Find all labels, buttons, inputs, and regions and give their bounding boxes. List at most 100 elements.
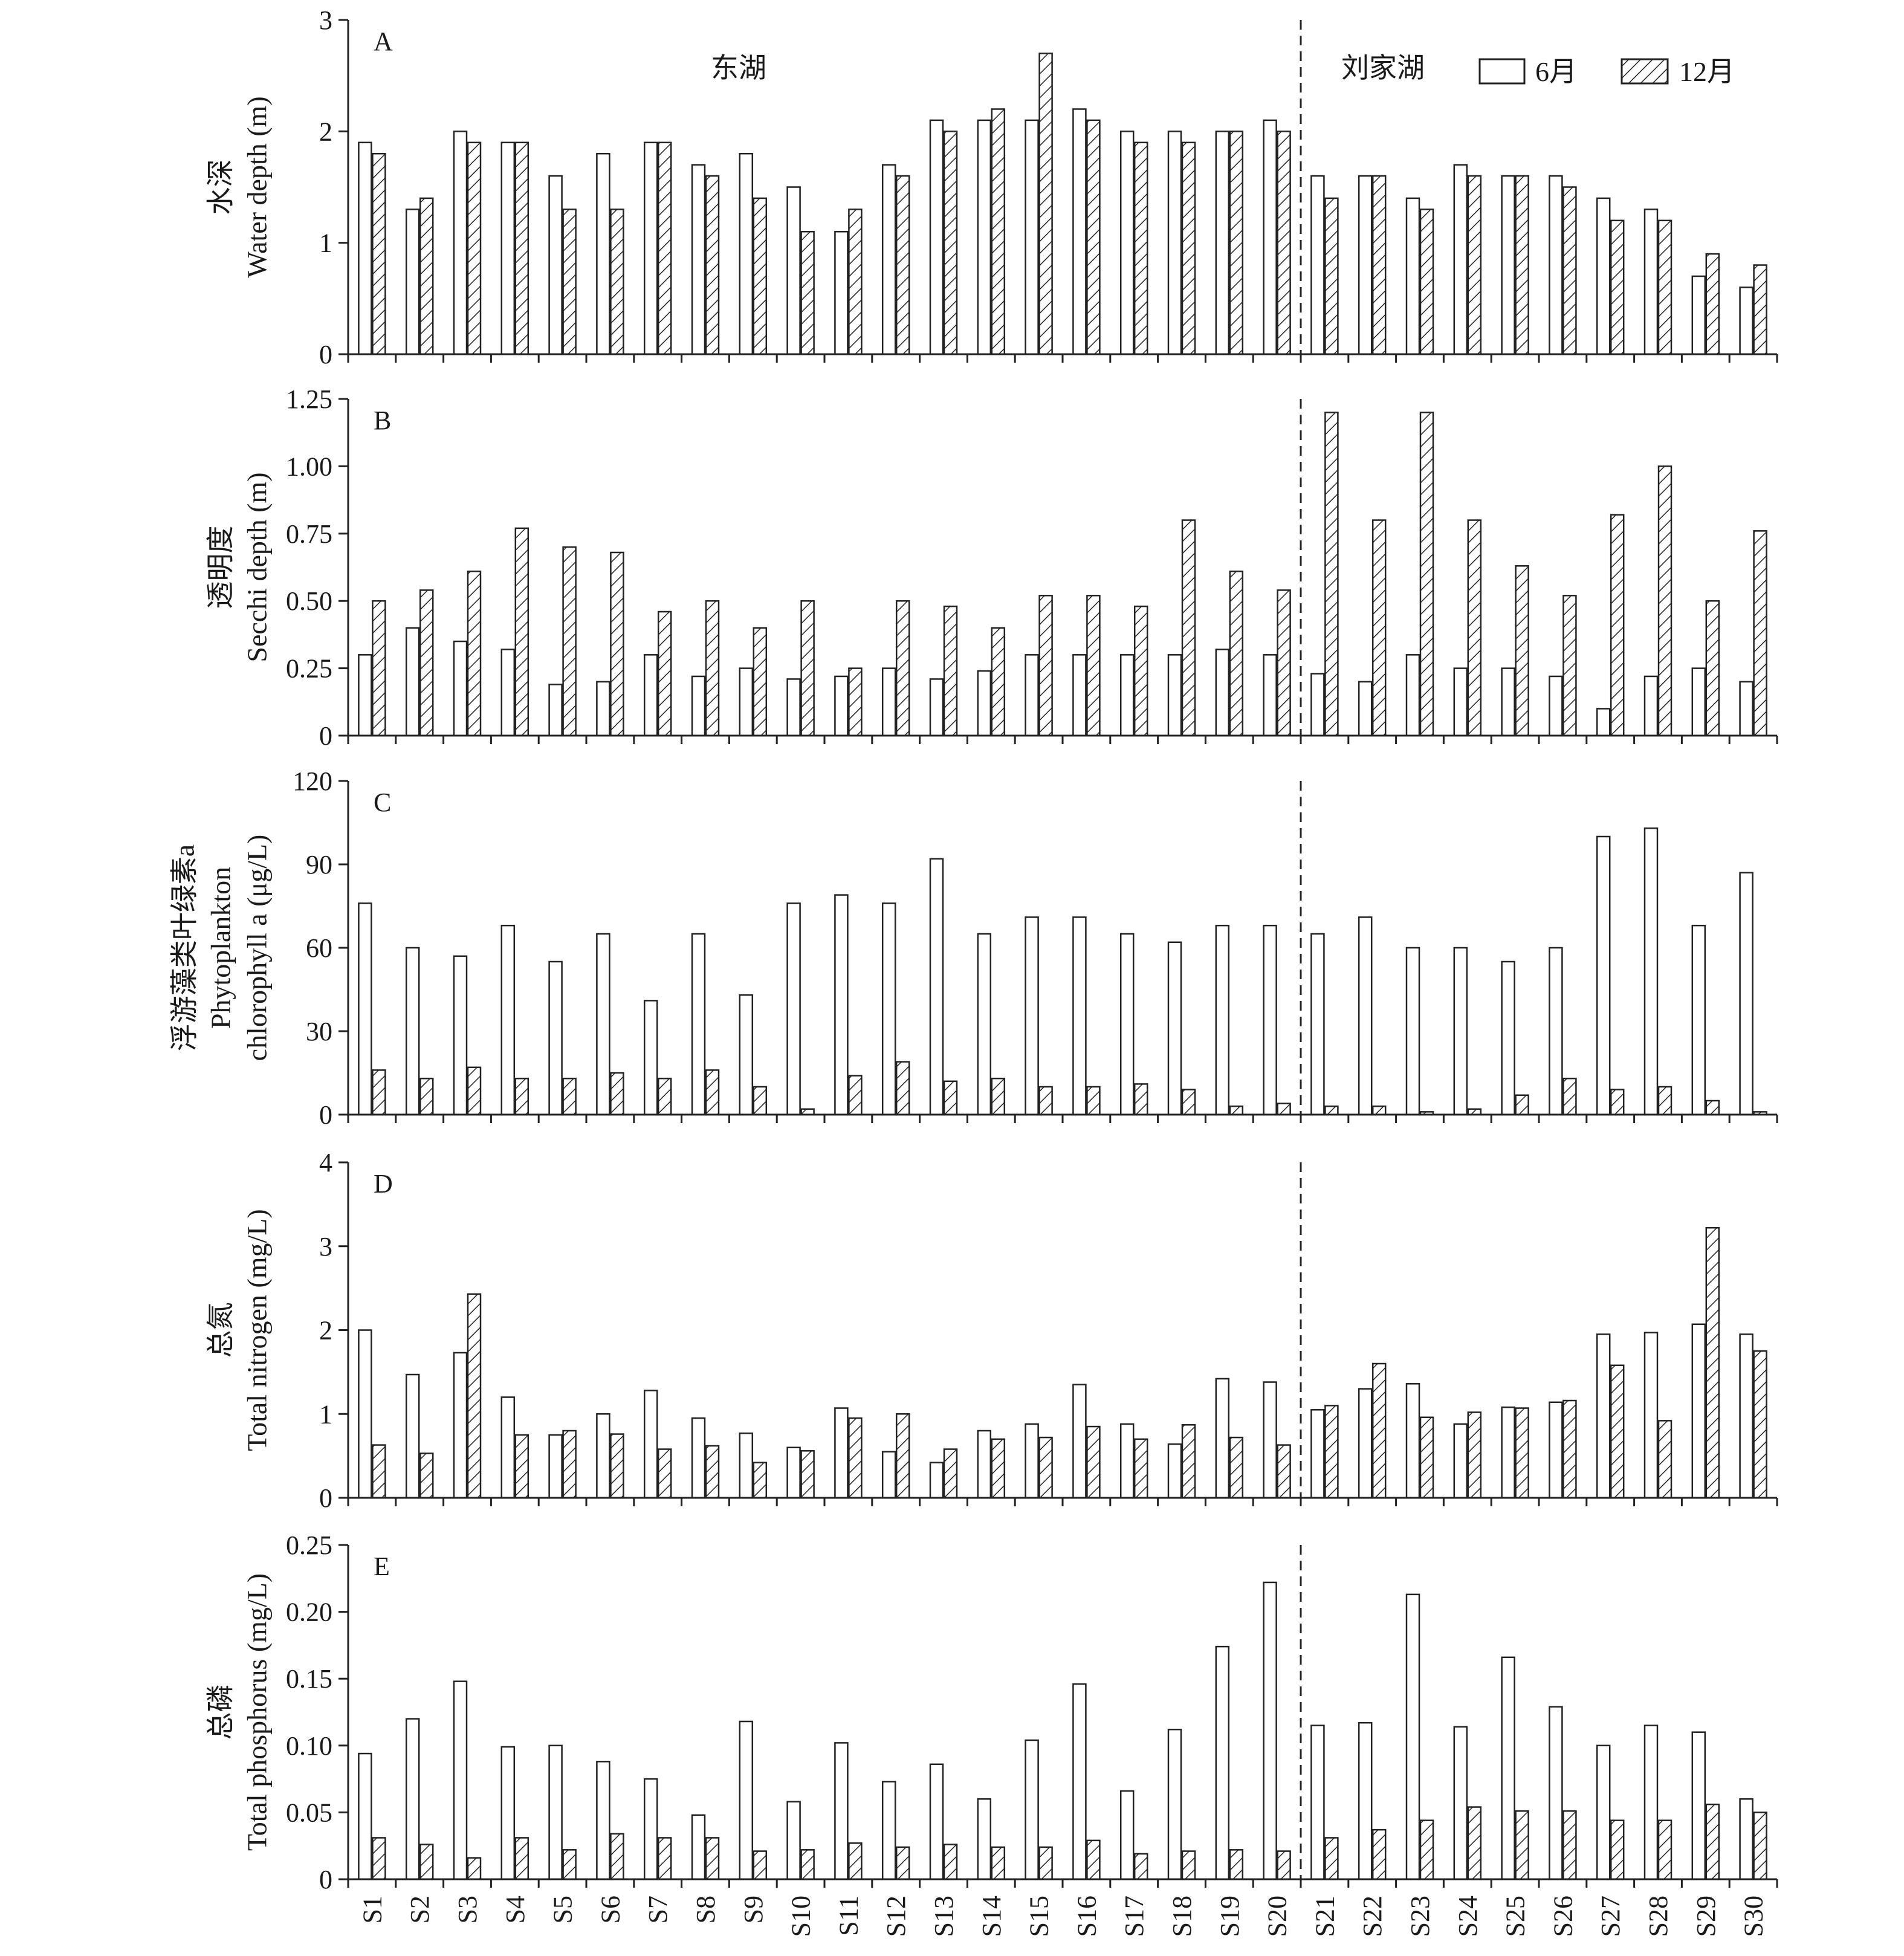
bar-c-s27-december <box>1610 1089 1625 1116</box>
panel-letter: B <box>374 406 391 435</box>
bar-c-s19-june <box>1215 924 1230 1116</box>
bar-d-s2-december <box>419 1452 434 1499</box>
bar-e-s6-december <box>610 1833 624 1880</box>
bar-e-s28-june <box>1643 1724 1659 1880</box>
y-tick-label: 2 <box>319 117 332 146</box>
bar-d-s16-december <box>1086 1425 1101 1499</box>
panel-b: 0 0.25 0.50 0.75 1.00 1.25 B 透明度 Secchi depth (m… <box>206 384 1778 751</box>
bar-d-s10-december <box>800 1450 815 1499</box>
bar-a-s9-december <box>753 197 768 355</box>
bar-b-s30-june <box>1739 681 1753 737</box>
bar-c-s3-june <box>453 955 468 1116</box>
bar-e-s8-december <box>705 1837 720 1880</box>
bar-d-s23-december <box>1419 1416 1434 1499</box>
x-tick-label-s11: S11 <box>834 1896 863 1936</box>
bar-a-s19-december <box>1229 131 1244 355</box>
bar-a-s25-june <box>1501 175 1515 355</box>
bar-e-s13-december <box>943 1844 958 1880</box>
bar-e-s1-december <box>372 1837 386 1880</box>
bar-a-s11-june <box>834 230 849 355</box>
bar-c-s16-december <box>1086 1086 1101 1116</box>
bar-e-s3-december <box>467 1857 482 1880</box>
bar-a-s14-june <box>977 119 992 355</box>
bar-c-s19-december <box>1229 1105 1244 1116</box>
bar-d-s2-june <box>405 1373 420 1499</box>
bar-e-s19-june <box>1215 1645 1230 1880</box>
bar-c-s24-june <box>1453 947 1468 1116</box>
bar-d-s3-december <box>467 1293 482 1499</box>
y-tick-label: 4 <box>319 1148 332 1177</box>
bar-a-s16-december <box>1086 119 1101 355</box>
bar-c-s15-december <box>1038 1086 1053 1116</box>
bar-b-s26-june <box>1549 675 1563 737</box>
bar-d-s28-june <box>1643 1332 1659 1499</box>
bar-c-s22-june <box>1358 916 1373 1116</box>
bar-a-s1-december <box>372 152 386 355</box>
bar-b-s13-december <box>943 605 958 737</box>
bar-c-s9-december <box>753 1086 768 1116</box>
bar-a-s4-december <box>514 141 529 355</box>
bar-c-s7-june <box>643 1000 658 1116</box>
bar-d-s6-december <box>610 1433 624 1499</box>
bar-c-s4-december <box>514 1077 529 1116</box>
bar-a-s28-december <box>1657 219 1672 355</box>
bar-a-s18-december <box>1181 141 1196 355</box>
bar-a-s13-december <box>943 131 958 355</box>
bar-e-s28-december <box>1657 1819 1672 1880</box>
bar-b-s1-december <box>372 600 386 737</box>
bar-b-s9-june <box>739 667 754 737</box>
bar-d-s14-june <box>977 1430 992 1499</box>
group-label-liujiahu: 刘家湖 <box>1341 53 1425 83</box>
bar-e-s16-december <box>1086 1839 1101 1880</box>
bar-d-s21-june <box>1310 1409 1325 1499</box>
legend-swatch-december <box>1621 58 1669 85</box>
bar-a-s5-june <box>548 175 563 355</box>
bar-d-s13-june <box>929 1462 944 1499</box>
x-tick-label-s5: S5 <box>548 1896 578 1923</box>
bar-d-s8-december <box>705 1445 720 1499</box>
panel-a: 0 1 2 3 A 水深 Water depth (m) <box>206 5 1778 369</box>
bar-c-s11-june <box>834 894 849 1116</box>
bar-d-s20-june <box>1263 1381 1277 1499</box>
bar-c-s18-december <box>1181 1089 1196 1116</box>
bar-b-s27-june <box>1596 708 1611 737</box>
bar-d-s24-june <box>1453 1423 1468 1499</box>
bar-a-s12-december <box>895 175 910 355</box>
bar-e-s9-december <box>753 1850 768 1880</box>
bar-c-s27-june <box>1596 835 1611 1116</box>
bar-a-s1-june <box>358 141 372 355</box>
bar-c-s8-december <box>705 1069 720 1116</box>
bar-a-s12-june <box>881 164 896 355</box>
x-tick-label-s2: S2 <box>405 1896 435 1923</box>
y-tick-label: 0.50 <box>286 586 332 616</box>
bar-b-s15-december <box>1038 595 1053 737</box>
y-tick-label: 0.25 <box>286 654 332 684</box>
bar-b-s14-june <box>977 670 992 737</box>
bar-d-s25-december <box>1515 1407 1529 1499</box>
y-tick-label: 120 <box>293 766 332 796</box>
x-tick-label-s1: S1 <box>357 1896 387 1923</box>
bar-b-s25-december <box>1515 565 1529 737</box>
bar-c-s21-december <box>1324 1105 1339 1116</box>
bar-c-s7-december <box>657 1077 672 1116</box>
y-axis-label: Phytoplankton <box>206 867 236 1029</box>
bar-e-s17-december <box>1133 1853 1148 1880</box>
bar-d-s15-december <box>1038 1436 1053 1499</box>
bar-e-s1-june <box>358 1752 372 1880</box>
x-tick-label-s18: S18 <box>1167 1896 1197 1937</box>
bar-e-s24-december <box>1467 1806 1482 1880</box>
bar-c-s28-june <box>1643 827 1659 1116</box>
x-tick-label-s30: S30 <box>1739 1896 1769 1937</box>
bar-d-s1-december <box>372 1444 386 1499</box>
bar-a-s16-june <box>1072 108 1087 355</box>
bar-a-s15-june <box>1025 119 1039 355</box>
y-axis-label: 总磷 <box>206 1685 236 1740</box>
bar-a-s27-june <box>1596 197 1611 355</box>
x-tick-label-s6: S6 <box>595 1896 625 1923</box>
bar-b-s6-december <box>610 551 624 737</box>
bar-c-s23-june <box>1405 947 1420 1116</box>
bar-e-s14-december <box>991 1846 1006 1880</box>
bar-c-s14-june <box>977 933 992 1116</box>
bar-c-s29-june <box>1691 924 1706 1116</box>
x-tick-label-s9: S9 <box>739 1896 768 1923</box>
